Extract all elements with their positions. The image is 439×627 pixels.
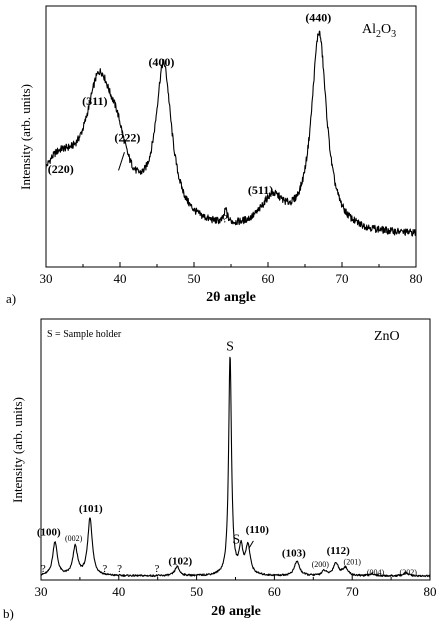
panel-b-peak-label: S bbox=[226, 339, 234, 354]
panel-b-peak-label: (103) bbox=[282, 548, 306, 560]
panel-b-x-tick-label: 70 bbox=[346, 584, 359, 599]
panel-a-label-arrow bbox=[118, 152, 125, 171]
panel-b-peak-label: ? bbox=[154, 563, 159, 575]
panel-a-label: a) bbox=[6, 291, 16, 306]
panel-b-peak-label: ? bbox=[102, 563, 107, 575]
panel-a-peak-label: (222) bbox=[114, 131, 140, 145]
panel-b-peak-label: (101) bbox=[79, 503, 103, 515]
panel-b-peak-label: (100) bbox=[37, 527, 61, 539]
panel-b-peak-labels: (100) (002) (101)??? ? (102) S S (110) (103) (200… bbox=[37, 339, 417, 576]
panel-b-label-arrow bbox=[248, 540, 254, 549]
panel-b-series-line bbox=[40, 356, 431, 578]
sample-holder-note: S = Sample holder bbox=[47, 329, 122, 340]
panel-a: 30 40 50 60 70 80 (220)(311)(222)(400)?(511)(… bbox=[6, 5, 423, 306]
panel-a-peak-label: (440) bbox=[305, 11, 331, 25]
panel-a-x-ticks: 30 40 50 60 70 80 bbox=[40, 262, 423, 286]
panel-b-peak-label: (002) bbox=[65, 534, 83, 543]
panel-b-peak-label: ? bbox=[41, 563, 46, 575]
panel-a-x-tick-label: 80 bbox=[410, 271, 423, 286]
panel-b-x-tick-label: 40 bbox=[112, 584, 125, 599]
panel-b: 30 40 50 60 70 80 (100) (002)(101)??? ?(102)SS(… bbox=[3, 318, 437, 621]
panel-a-y-axis-label: Intensity (arb. units) bbox=[18, 84, 33, 190]
panel-a-peak-label: ? bbox=[222, 212, 227, 226]
panel-a-trace bbox=[45, 30, 417, 237]
panel-a-peak-label: (511) bbox=[248, 183, 273, 197]
panel-b-x-ticks: 30 40 50 60 70 80 bbox=[35, 575, 437, 599]
panel-a-x-tick-label: 50 bbox=[188, 271, 201, 286]
panel-b-peak-label: (112) bbox=[327, 545, 351, 557]
panel-b-corner-label: ZnO bbox=[374, 329, 400, 344]
panel-b-x-tick-label: 80 bbox=[424, 584, 437, 599]
panel-a-x-tick-label: 70 bbox=[336, 271, 349, 286]
panel-b-x-tick-label: 60 bbox=[268, 584, 281, 599]
panel-b-x-tick-label: 30 bbox=[35, 584, 48, 599]
panel-b-peak-label: (004) bbox=[367, 568, 385, 577]
panel-a-plot-frame bbox=[45, 5, 417, 268]
panel-a-peak-labels: (220) (311) (222) (400)? (511) (440) bbox=[48, 11, 332, 226]
panel-a-peak-label: (220) bbox=[48, 162, 74, 176]
panel-a-x-tick-label: 30 bbox=[40, 271, 53, 286]
panel-b-peak-label: S bbox=[232, 532, 240, 547]
panel-a-x-tick-label: 40 bbox=[114, 271, 127, 286]
panel-b-peak-label: (201) bbox=[344, 557, 362, 566]
panel-b-peak-label: (202) bbox=[400, 568, 418, 577]
panel-a-peak-label: (400) bbox=[148, 55, 174, 69]
panel-b-peak-label: (200) bbox=[312, 560, 330, 569]
panel-a-x-axis-label: 2θ angle bbox=[206, 290, 256, 305]
panel-a-x-tick-label: 60 bbox=[262, 271, 275, 286]
panel-b-x-axis-label: 2θ angle bbox=[211, 604, 261, 619]
panel-b-peak-label: ? bbox=[117, 563, 122, 575]
panel-b-trace bbox=[40, 356, 431, 578]
panel-a-series-line bbox=[45, 30, 417, 237]
panel-a-peak-label: (311) bbox=[82, 94, 107, 108]
panel-b-y-axis-label: Intensity (arb. units) bbox=[10, 397, 25, 503]
panel-b-peak-label: (102) bbox=[168, 555, 192, 567]
panel-b-x-tick-label: 50 bbox=[190, 584, 203, 599]
panel-b-label: b) bbox=[3, 606, 14, 621]
panel-b-peak-label: (110) bbox=[246, 524, 270, 536]
panel-a-corner-label: Al2O3 bbox=[362, 22, 396, 40]
